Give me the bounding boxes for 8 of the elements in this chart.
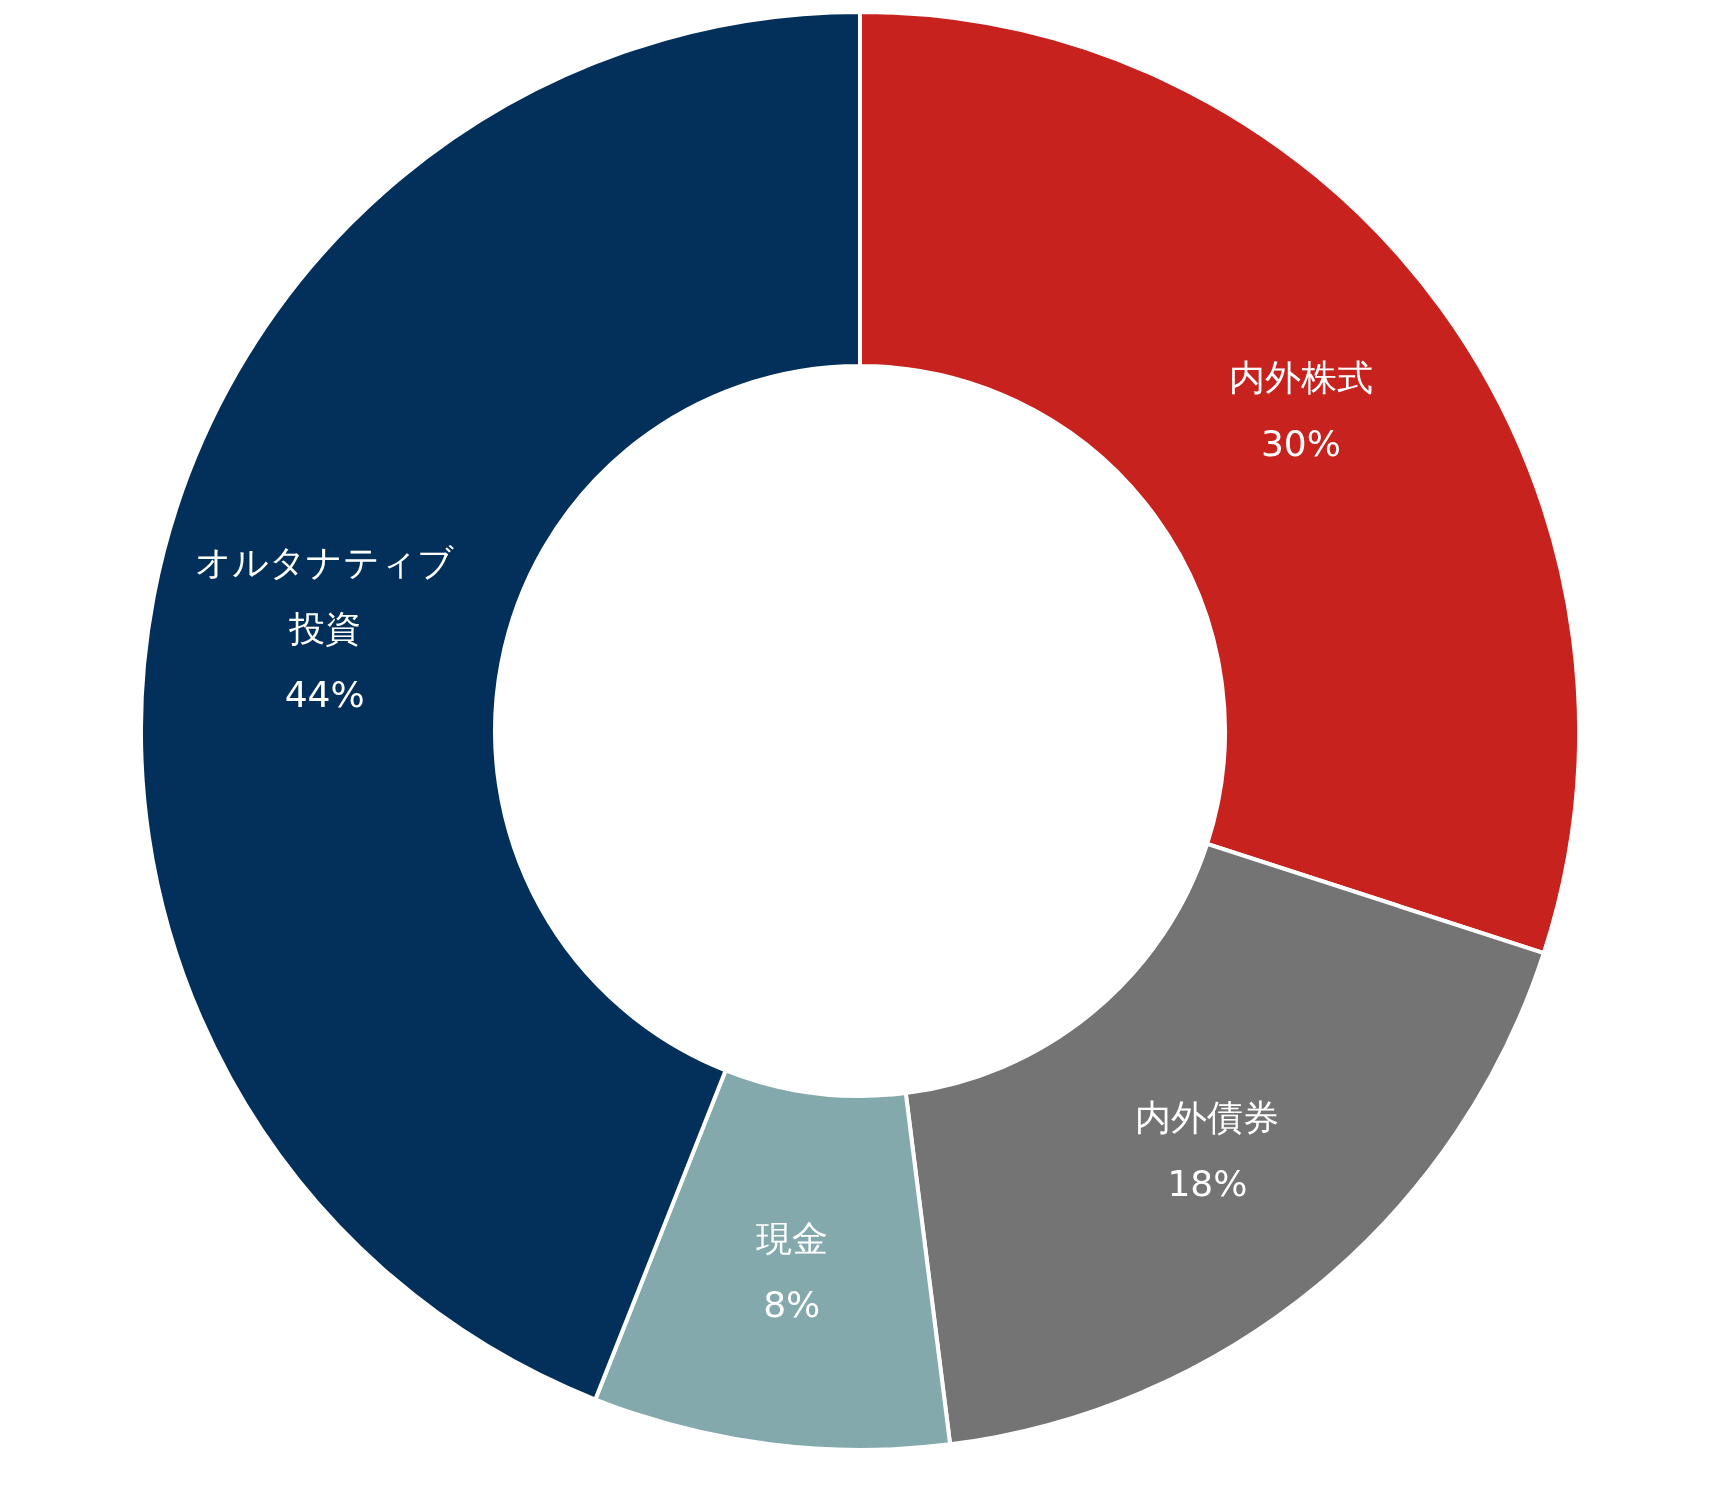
data-label: 30% <box>1260 423 1341 465</box>
data-label: 44% <box>284 674 365 716</box>
data-label: 8% <box>763 1284 821 1326</box>
slice-label: 現金 <box>755 1218 828 1260</box>
slice-label: 内外債券 <box>1135 1097 1280 1139</box>
slice-label: 内外株式 <box>1228 357 1373 399</box>
data-label: 18% <box>1167 1163 1248 1205</box>
slice-label: オルタナティブ投資 <box>195 542 455 650</box>
